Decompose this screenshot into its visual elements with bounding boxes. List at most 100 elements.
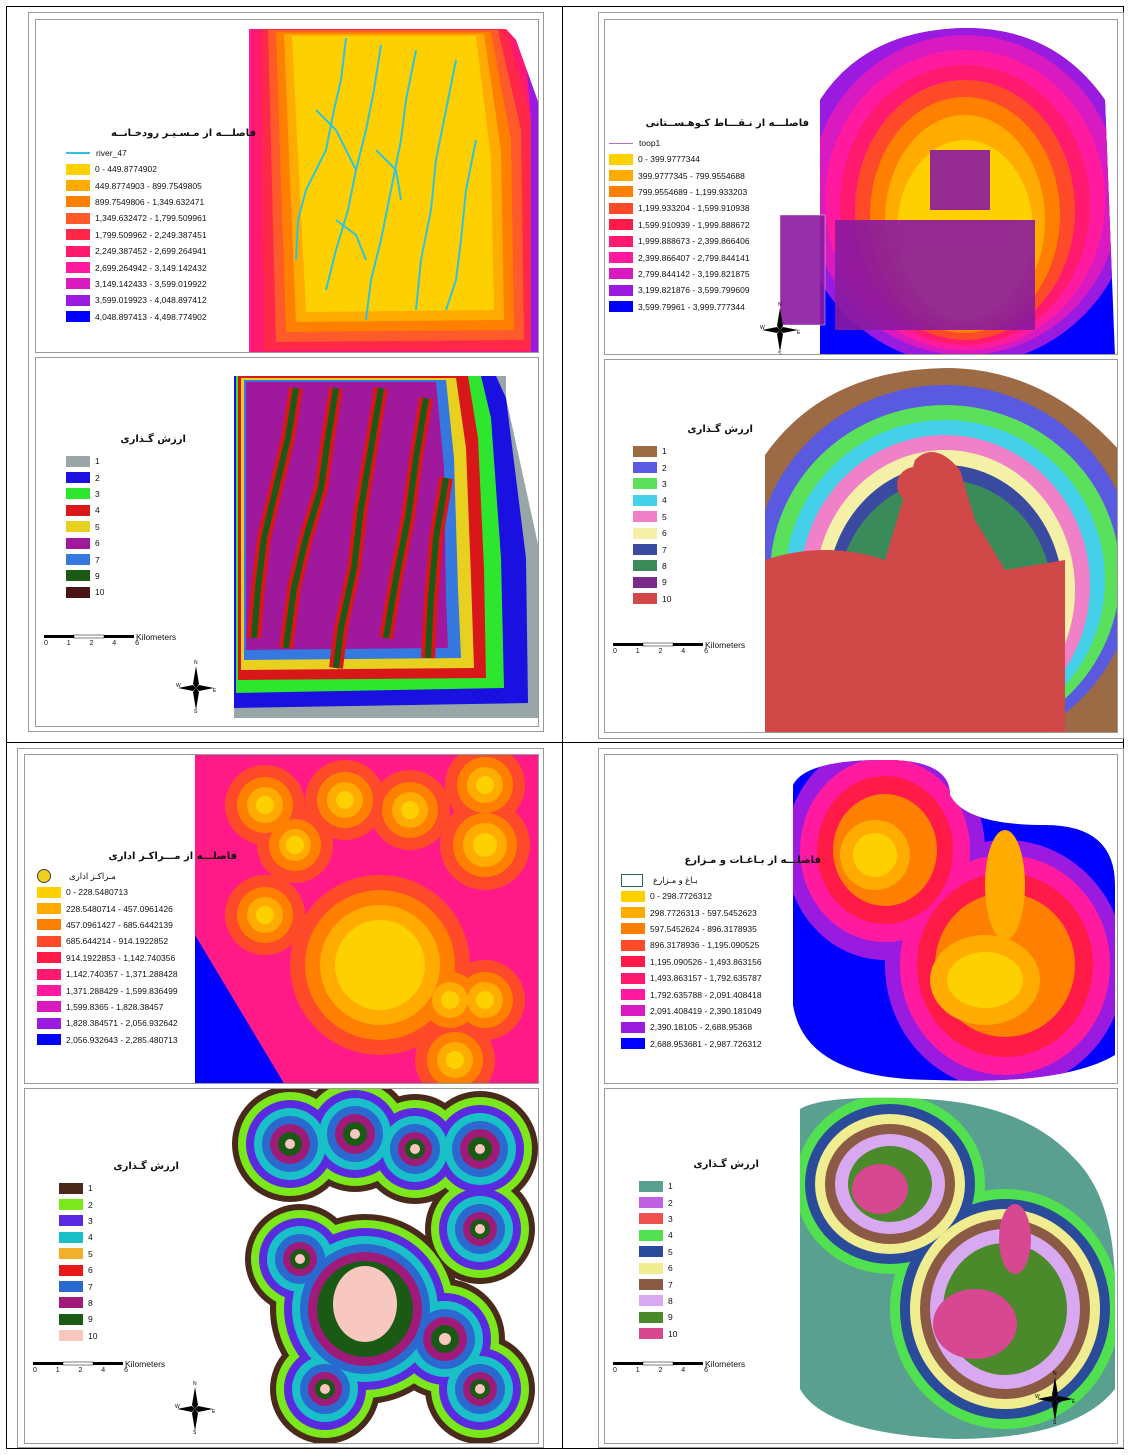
gardens-score-map: ارزش گـذاری 1 2 3 4 5 6 7 8 9 10 Kilometers 0 1 2 4 6…	[604, 1088, 1118, 1444]
legend-label: 2	[668, 1197, 673, 1208]
scale-tick-label: 6	[135, 640, 139, 647]
legend-label: 1,792.635788 - 2,091.408418	[650, 989, 762, 1000]
legend-swatch	[37, 968, 61, 980]
legend-label: 899.7549806 - 1,349.632471	[95, 196, 205, 207]
gardens-distance-legend: فاصلـــه از بـاغـات و مـزارع بـاغ و مـزا…	[621, 855, 821, 1052]
legend-label: 1,349.632472 - 1,799.509961	[95, 213, 207, 224]
river-line-symbol-icon	[66, 152, 90, 154]
legend-swatch	[66, 196, 90, 208]
legend-swatch	[639, 1279, 663, 1291]
legend-label: 10	[662, 593, 672, 604]
legend-row: 1,599.8365 - 1,828.38457	[37, 999, 237, 1015]
legend-row: 6	[66, 535, 186, 551]
legend-row: 1,792.635788 - 2,091.408418	[621, 986, 821, 1002]
grid-divider-vertical	[562, 6, 563, 1449]
legend-label: 3,599.79961 - 3,999.777344	[638, 301, 745, 312]
scale-tick-label: 2	[658, 1367, 663, 1374]
legend-row: 0 - 449.8774902	[66, 161, 256, 177]
mountain-distance-raster	[779, 28, 1115, 354]
legend-swatch	[633, 560, 657, 572]
legend-row: 399.9777345 - 799.9554688	[609, 167, 809, 183]
legend-swatch	[59, 1297, 83, 1309]
legend-swatch	[66, 455, 90, 467]
legend-label: 0 - 449.8774902	[95, 164, 157, 175]
legend-swatch	[639, 1197, 663, 1209]
mountain-distance-legend: فاصلـــه از نـقـــاط کـوهـســتانی toop1 …	[609, 118, 809, 315]
legend-swatch	[66, 488, 90, 500]
legend-row: 6	[633, 525, 753, 541]
legend-swatch	[639, 1246, 663, 1258]
legend-row: 2	[639, 1194, 759, 1210]
legend-swatch	[66, 537, 90, 549]
legend-title: فاصلـــه از مـسـیـر رودخـانــه	[110, 128, 256, 139]
compass-w: W	[176, 683, 181, 689]
legend-row: 5	[639, 1244, 759, 1260]
legend-label: 2,091.408419 - 2,390.181049	[650, 1005, 762, 1016]
legend-swatch	[66, 180, 90, 192]
scale-tick-label: 1	[635, 648, 640, 655]
legend-row: 4,048.897413 - 4,498.774902	[66, 309, 256, 325]
river-score-raster	[234, 376, 538, 718]
legend-label: 1	[88, 1183, 93, 1194]
legend-swatch	[37, 1001, 61, 1013]
garden-symbol-icon	[621, 873, 643, 887]
legend-row: 2,390.18105 - 2,688.95368	[621, 1019, 821, 1035]
compass-n: N	[778, 302, 782, 308]
legend-swatch	[59, 1182, 83, 1194]
legend-label: 2,399.866407 - 2,799.844141	[638, 252, 750, 263]
scale-tick-label: 2	[658, 648, 663, 655]
legend-swatch	[639, 1328, 663, 1340]
legend-row: 9	[59, 1311, 179, 1327]
legend-swatch	[66, 586, 90, 598]
legend-symbol-row: toop1	[609, 135, 809, 151]
legend-row: 9	[633, 574, 753, 590]
legend-swatch	[609, 301, 633, 313]
legend-row: 3,599.019923 - 4,048.897412	[66, 292, 256, 308]
legend-swatch	[621, 907, 645, 919]
admin-distance-legend: فاصلـــه از مـــراکـز اداری مـراکـز ادار…	[37, 851, 237, 1048]
legend-symbol-row: مـراکـز اداری	[37, 868, 237, 884]
legend-row: 8	[633, 558, 753, 574]
legend-swatch	[66, 521, 90, 533]
legend-row: 4	[639, 1227, 759, 1243]
legend-row: 0 - 399.9777344	[609, 151, 809, 167]
legend-row: 8	[59, 1295, 179, 1311]
legend-row: 4	[59, 1229, 179, 1245]
legend-swatch	[66, 472, 90, 484]
scale-bar: Kilometers 0 1 2 4 6	[33, 1359, 183, 1383]
legend-row: 1,349.632472 - 1,799.509961	[66, 210, 256, 226]
legend-swatch	[37, 985, 61, 997]
legend-row: 685.644214 - 914.1922852	[37, 933, 237, 949]
admin-score-legend: ارزش گـذاری 1 2 3 4 5 6 7 8 9 10	[59, 1161, 179, 1344]
legend-label: 3	[95, 488, 100, 499]
legend-row: 2,249.387452 - 2,699.264941	[66, 243, 256, 259]
legend-row: 1,799.509962 - 2,249.387451	[66, 227, 256, 243]
legend-label: 1,142.740357 - 1,371.288428	[66, 969, 178, 980]
legend-label: 1,195.090526 - 1,493.863156	[650, 956, 762, 967]
legend-label: 1,493.863157 - 1,792.635787	[650, 973, 762, 984]
mountain-score-legend: ارزش گـذاری 1 2 3 4 5 6 7 8 9 10	[633, 424, 753, 607]
legend-row: 799.9554689 - 1,199.933203	[609, 184, 809, 200]
legend-label: 2	[95, 472, 100, 483]
river-distance-raster	[249, 29, 538, 352]
mountain-line-symbol-icon	[609, 142, 633, 144]
legend-label: 399.9777345 - 799.9554688	[638, 170, 745, 181]
scale-tick-label: 0	[44, 640, 48, 647]
compass-s: S	[194, 709, 198, 713]
legend-row: 298.7726313 - 597.5452623	[621, 904, 821, 920]
legend-label: 0 - 399.9777344	[638, 154, 700, 165]
legend-row: 1,199.933204 - 1,599.910938	[609, 200, 809, 216]
legend-label: 449.8774903 - 899.7549805	[95, 180, 202, 191]
legend-label: 3	[88, 1215, 93, 1226]
legend-label: 8	[662, 560, 667, 571]
admin-score-map: ارزش گـذاری 1 2 3 4 5 6 7 8 9 10 Kilometers 0 1 2 4 6…	[24, 1088, 539, 1444]
scale-tick-label: 0	[613, 648, 617, 655]
compass-s: S	[1053, 1420, 1057, 1424]
legend-swatch	[609, 268, 633, 280]
legend-row: 6	[639, 1260, 759, 1276]
legend-swatch	[633, 462, 657, 474]
legend-swatch	[639, 1229, 663, 1241]
legend-swatch	[639, 1213, 663, 1225]
legend-symbol-label: مـراکـز اداری	[69, 870, 116, 881]
legend-row: 2,699.264942 - 3,149.142432	[66, 259, 256, 275]
